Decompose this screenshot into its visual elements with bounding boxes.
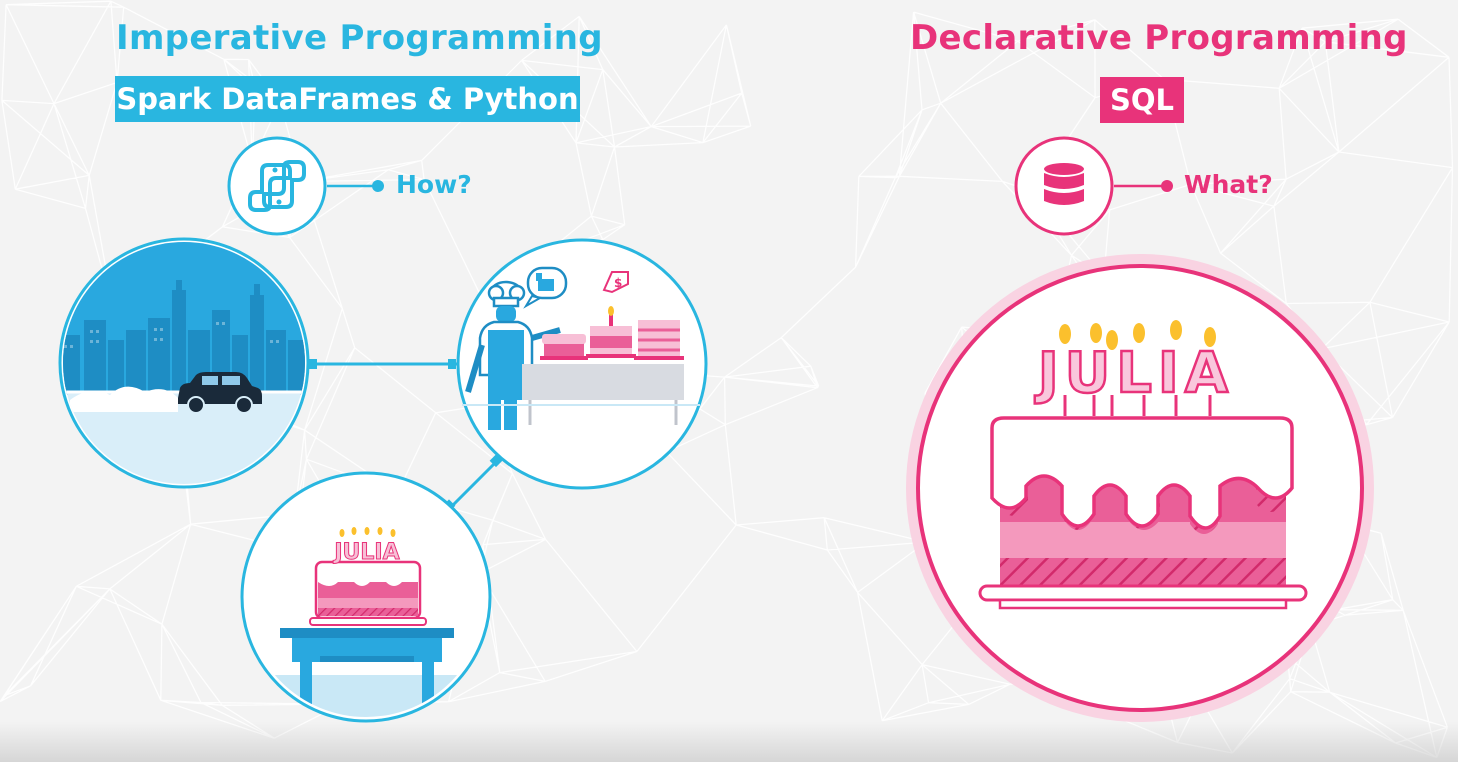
how-label: How?	[396, 170, 472, 199]
imperative-title: Imperative Programming	[116, 18, 603, 58]
big-birthday-cake: JULIA	[906, 254, 1374, 722]
declarative-badge: SQL	[1100, 77, 1184, 123]
how-connector-dot	[372, 180, 384, 192]
python-icon	[227, 136, 327, 236]
what-label: What?	[1184, 170, 1273, 199]
bottom-shade	[0, 722, 1458, 762]
small-cake-lettering: JULIA	[332, 540, 399, 565]
city-car-scene	[58, 237, 310, 489]
bakery-shop-scene: $	[456, 238, 708, 490]
connector-bakery-table	[448, 458, 500, 510]
svg-text:$: $	[614, 276, 622, 290]
imperative-badge: Spark DataFrames & Python	[115, 76, 580, 122]
database-icon	[1014, 136, 1114, 236]
declarative-title: Declarative Programming	[910, 18, 1408, 58]
what-connector-dot	[1161, 180, 1173, 192]
